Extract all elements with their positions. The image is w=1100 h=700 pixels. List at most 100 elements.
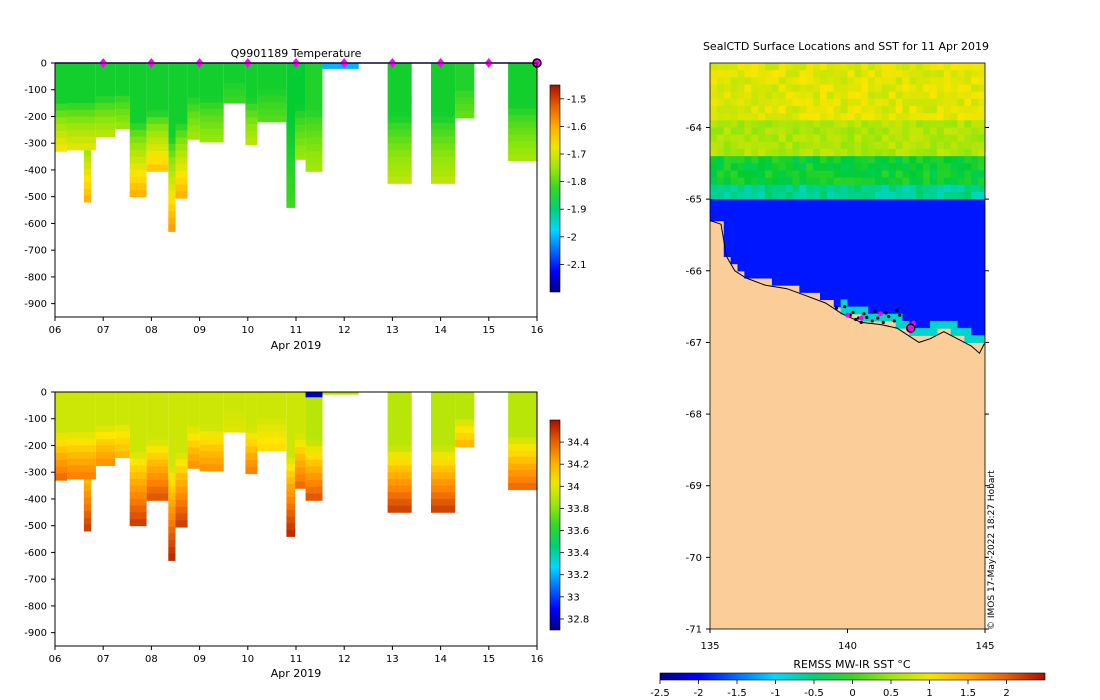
sst-cell [881, 292, 890, 301]
sst-cell [957, 263, 965, 272]
sst-cell [820, 270, 828, 279]
section-cell [168, 170, 176, 178]
sst-cell [930, 313, 938, 322]
section-cell [387, 445, 412, 453]
sst-cell [758, 184, 766, 193]
sst-cell [971, 91, 979, 100]
sst-cell [765, 105, 773, 114]
sst-cell [730, 105, 739, 114]
sst-cell [978, 98, 985, 107]
sst-cell [868, 306, 876, 315]
section-cell [245, 97, 258, 105]
sst-cell [785, 98, 794, 107]
sst-cell [964, 63, 972, 71]
sst-cell [765, 242, 773, 250]
sst-cell [895, 84, 904, 93]
sst-cell [868, 292, 876, 301]
sst-cell [716, 170, 725, 179]
sst-cell [758, 148, 766, 157]
sst-cell [820, 213, 828, 222]
sst-cell [806, 227, 814, 236]
sst-cell [902, 156, 910, 164]
section-cell [245, 90, 258, 98]
sst-cell [723, 113, 732, 121]
section-cell [168, 224, 176, 232]
section-cell [129, 458, 147, 466]
sst-cell [936, 141, 945, 150]
sst-cell [847, 170, 855, 179]
seal-surface-point [895, 308, 899, 312]
section-cell [455, 412, 475, 420]
section-cell [199, 115, 224, 123]
sst-cell [923, 77, 931, 86]
sst-cell [916, 242, 924, 250]
sst-cell [799, 113, 807, 121]
sst-cell [806, 184, 814, 193]
sst-cell [936, 292, 945, 301]
sst-cell [771, 84, 780, 93]
section-cell [146, 425, 169, 434]
section-cell [431, 398, 456, 406]
sst-cell [785, 120, 794, 129]
sst-cell [806, 191, 814, 200]
sst-cell [799, 270, 807, 279]
sst-cell [771, 227, 780, 236]
section-cell [175, 103, 188, 111]
sst-cell [916, 285, 924, 293]
section-cell [295, 453, 306, 462]
sst-cell [840, 148, 849, 157]
sst-cell [923, 63, 931, 71]
sst-cell [765, 184, 773, 193]
sst-cell [758, 127, 766, 136]
colorbar-tick-label: 34 [567, 482, 580, 493]
section-cell [83, 182, 92, 190]
sst-cell [868, 84, 876, 93]
section-cell [387, 89, 412, 97]
sst-cell [758, 163, 766, 172]
colorbar-tick-label: 33.2 [567, 570, 589, 581]
section-cell [168, 553, 176, 561]
section-cell [168, 90, 176, 98]
sst-cell [854, 113, 862, 121]
sst-colorbar-tick-label: -1 [771, 688, 781, 699]
sst-cell [833, 270, 842, 279]
section-cell [67, 83, 96, 91]
sst-cell [971, 63, 979, 71]
section-cell [175, 466, 188, 474]
sst-cell [881, 120, 890, 129]
section-cell [115, 392, 130, 400]
sst-cell [950, 328, 959, 336]
section-cell [168, 110, 176, 118]
sst-cell [971, 328, 979, 336]
section-cell [129, 76, 147, 84]
section-cell [168, 157, 176, 165]
sst-cell [950, 70, 959, 78]
sst-cell [978, 277, 985, 286]
sst-cell [936, 270, 945, 279]
sst-cell [847, 263, 855, 272]
seal-day-point [878, 311, 883, 317]
section-cell [115, 82, 130, 90]
sst-cell [771, 120, 780, 129]
section-cell [55, 69, 67, 78]
sst-cell [765, 256, 773, 265]
sst-cell [888, 199, 897, 207]
section-cell [199, 392, 224, 400]
section-cell [175, 459, 188, 467]
section-cell [387, 116, 412, 124]
sst-cell [785, 91, 794, 100]
sst-cell [861, 91, 869, 100]
sst-cell [710, 177, 718, 186]
sst-cell [799, 227, 807, 236]
section-cell [387, 156, 412, 164]
section-cell [295, 460, 306, 469]
sst-cell [902, 84, 910, 93]
sst-cell [765, 84, 773, 93]
sst-cell [875, 120, 883, 129]
section-cell [286, 398, 296, 406]
section-cell [431, 136, 456, 144]
sst-cell [923, 270, 931, 279]
sst-cell [710, 98, 718, 107]
section-cell [129, 452, 147, 460]
sst-cell [771, 98, 780, 107]
